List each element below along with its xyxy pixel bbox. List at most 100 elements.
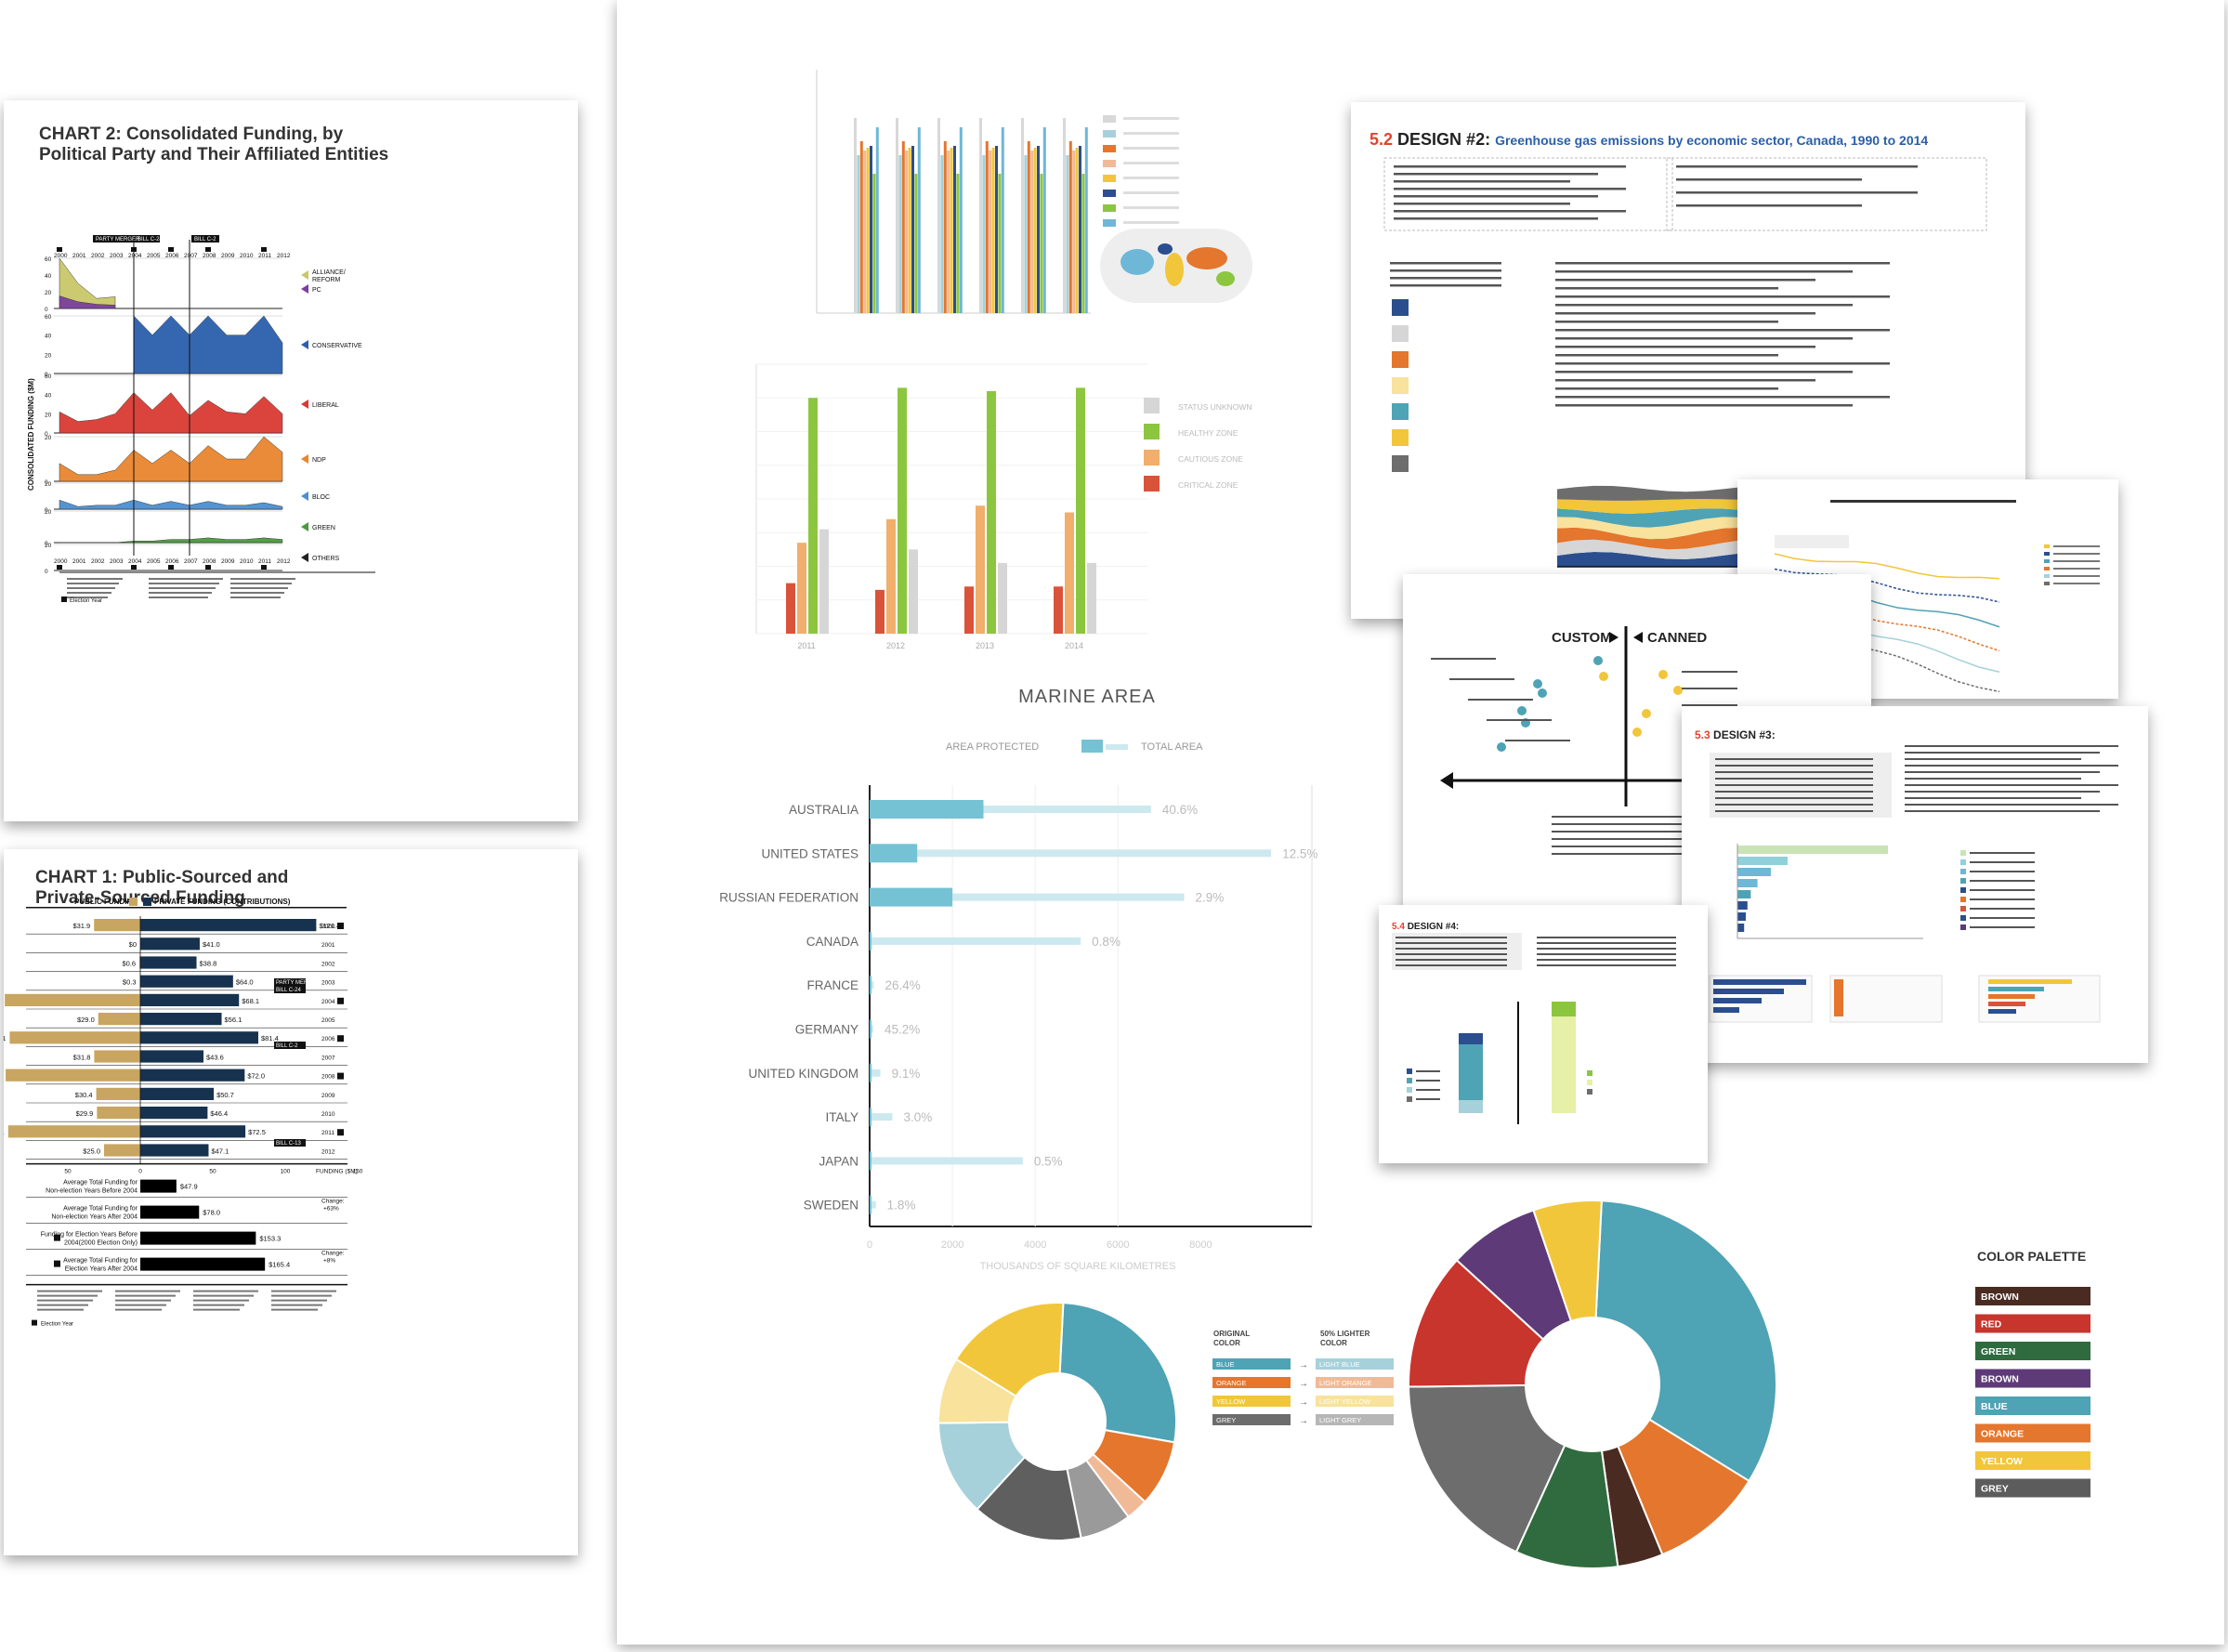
d3-body-text (1905, 778, 2081, 780)
footnote-text-line (115, 1308, 162, 1311)
mini-legend-swatch (1103, 204, 1116, 212)
year-bottom-label: 2006 (165, 558, 179, 565)
summary-label: Average Total Funding for (63, 1258, 138, 1265)
d2-note-text (1676, 178, 1862, 181)
zone-legend-label: HEALTHY ZONE (1178, 428, 1239, 438)
summary-bar (140, 1231, 256, 1245)
cc-label-text (1487, 719, 1552, 721)
summary-label: Average Total Funding for (63, 1180, 138, 1187)
marine-data-label: 2.9% (1196, 891, 1225, 905)
legend-label: ALLIANCE/ (312, 269, 346, 276)
d3-legend-text (1970, 871, 2035, 872)
panel-tick-label: 0 (45, 479, 48, 486)
mini-bar (959, 127, 963, 313)
marine-data-label: 1.8% (887, 1199, 916, 1213)
mini-legend-text (1123, 221, 1179, 224)
panel-tick-label: 20 (45, 509, 52, 516)
donut-legend-col2b: COLOR (1320, 1339, 1347, 1347)
design4-heading: 5.4 DESIGN #4: (1392, 922, 1459, 932)
marine-country-label: GERMANY (795, 1023, 858, 1037)
year-top-label: 2000 (54, 253, 68, 259)
footnote-text-line (271, 1308, 318, 1311)
panel-tick-label: 20 (45, 481, 52, 488)
mini-bar (1072, 151, 1076, 313)
cc-dot (1533, 679, 1542, 688)
mini-bar (911, 146, 914, 313)
year-label: 2004 (321, 999, 335, 1005)
design4-canvas (1392, 933, 1676, 1124)
election-year-marker (32, 1319, 37, 1326)
year-label: 2005 (321, 1017, 335, 1024)
cc-footer-text (1552, 823, 1691, 825)
d3-body-text (1905, 745, 2118, 747)
private-value-label: $43.6 (206, 1053, 224, 1061)
d2-body-text (1555, 321, 1778, 323)
area-pc (59, 295, 116, 309)
marine-total-bar (870, 1200, 876, 1209)
election-marker-top (57, 247, 62, 252)
zone-bar (976, 505, 985, 634)
footnote-text-line (37, 1308, 84, 1311)
design3-title: DESIGN #3: (1713, 728, 1776, 741)
left-arrowhead-icon (1609, 632, 1619, 643)
mini-bar (901, 141, 905, 313)
year-bottom-label: 2003 (110, 558, 124, 565)
donut-legend-col2: 50% LIGHTER (1320, 1330, 1370, 1338)
footnote-text-line (230, 597, 281, 598)
d3-note-text (1715, 778, 1873, 780)
area-green (59, 537, 283, 544)
d3-note-text (1715, 784, 1873, 786)
footnote-text-line (149, 592, 212, 594)
marine-legend-total: TOTAL AREA (1141, 741, 1203, 753)
mini-legend-text (1123, 117, 1179, 120)
mini-bar (1040, 174, 1043, 313)
election-marker (337, 1035, 344, 1042)
d2-note-text (1676, 191, 1918, 194)
d4-note-text (1396, 953, 1507, 955)
footnote-text-line (271, 1290, 336, 1292)
panel-tick-label: 0 (45, 569, 48, 575)
lc-legend-swatch (2044, 567, 2050, 570)
private-value-label: $46.4 (210, 1109, 228, 1118)
d4-body-text (1537, 964, 1676, 966)
private-bar (140, 1031, 258, 1044)
summary-value: $47.9 (180, 1183, 198, 1191)
d3-legend-text (1970, 898, 2035, 900)
footnote-text-line (37, 1299, 93, 1302)
private-value-label: $47.1 (211, 1147, 229, 1155)
d2-note-box (1666, 157, 1987, 231)
palette-label: RED (1981, 1319, 2002, 1331)
tag-party-merger: PARTY MERGER (276, 980, 321, 986)
legend-swatch (301, 492, 308, 501)
public-bar (96, 1087, 140, 1100)
d3-legend-swatch (1960, 887, 1966, 893)
public-bar (104, 1144, 140, 1157)
panel-tick-label: 60 (45, 314, 52, 321)
palette-label: BROWN (1981, 1374, 2019, 1385)
d4-legend-text (1416, 1098, 1440, 1100)
arrow-icon: → (1299, 1416, 1308, 1426)
year-bottom-label: 2011 (258, 558, 271, 565)
panel-tick-label: 0 (45, 507, 48, 514)
marine-x-tick: 0 (867, 1239, 872, 1251)
collage-canvas: 2011 2012 2013 2014 STATUS UNKNOWN HEALTHY ZO… (719, 70, 2090, 1569)
footnote-text-line (193, 1299, 249, 1302)
legend-label: NDP (312, 457, 326, 464)
panel-tick-label: 0 (45, 307, 48, 313)
footnote-text-line (230, 592, 284, 594)
year-label: 2008 (321, 1074, 335, 1081)
private-bar (140, 1144, 209, 1157)
marine-protected-bar (870, 1108, 872, 1127)
world-map-region (1165, 253, 1184, 286)
footnote-text-line (37, 1304, 88, 1306)
donut-legend-original-swatch (1212, 1414, 1291, 1425)
mini-bar (953, 146, 956, 313)
lc-title-text (1830, 500, 2016, 503)
d3-bar (1737, 901, 1748, 910)
d2-note-text (1394, 217, 1598, 220)
mini-bar (1024, 155, 1028, 313)
private-bar (140, 956, 197, 969)
d2-body-text (1555, 337, 1853, 340)
arrow-icon: → (1299, 1397, 1308, 1408)
legend-label: LIBERAL (312, 402, 339, 409)
